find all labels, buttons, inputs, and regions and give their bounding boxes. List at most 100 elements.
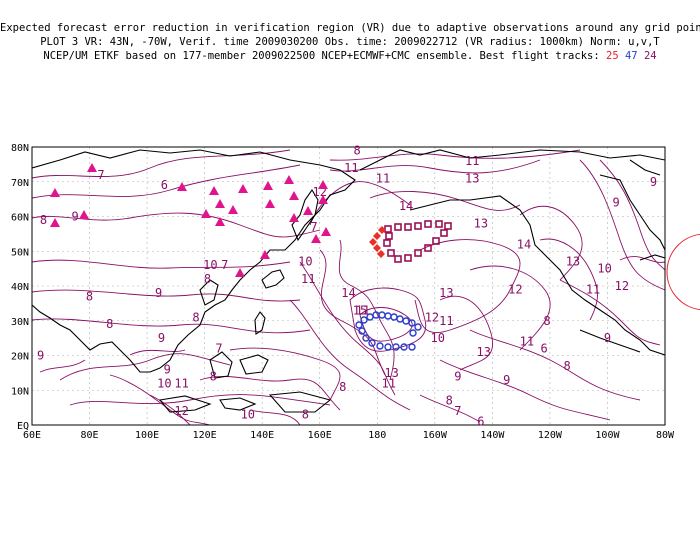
contour-label: 11 [344,161,358,175]
triangle-marker [235,268,245,277]
contour-label: 6 [161,178,168,192]
contour-label: 11 [376,171,390,185]
contour-label: 9 [155,286,162,300]
contour-label: 10 [597,262,611,276]
contour-label: 9 [650,175,657,189]
contour-label: 11 [439,314,453,328]
lat-tick-label: 40N [11,282,29,293]
title-line-3: NCEP/UM ETKF based on 177-member 2009022… [0,50,700,62]
contour-label: 13 [566,255,580,269]
contour-label: 7 [310,220,317,234]
contour-label: 8 [106,317,113,331]
flight-track-24 [383,220,452,263]
triangle-marker [318,180,328,189]
triangle-marker [260,250,270,259]
triangle-marker [50,218,60,227]
triangle-marker [79,210,89,219]
lon-tick-label: 180 [368,430,386,441]
title-line-3-prefix: NCEP/UM ETKF based on 177-member 2009022… [43,50,600,62]
contour-label: 11 [356,303,370,317]
contour-label: 12 [174,404,188,418]
contour-label: 12 [615,279,629,293]
contour-label: 12 [425,310,439,324]
triangle-marker [201,209,211,218]
contour-label: 9 [72,210,79,224]
contour-label: 8 [204,272,211,286]
contour-lines [32,149,665,425]
contour-label: 8 [446,394,453,408]
contour-label: 8 [86,289,93,303]
contour-label: 9 [454,369,461,383]
contour-label: 6 [477,415,484,429]
contour-label: 9 [612,196,619,210]
coastlines [32,149,665,413]
contour-label: 9 [158,331,165,345]
contour-label: 9 [164,362,171,376]
triangle-marker [177,182,187,191]
triangle-marker [87,163,97,172]
title-line-1: Expected forecast error reduction in ver… [0,22,700,34]
lon-tick-label: 140W [480,430,505,441]
lon-tick-label: 100W [595,430,620,441]
contour-label: 8 [543,314,550,328]
contour-label: 8 [354,143,361,157]
lon-tick-label: 60E [23,430,41,441]
lat-tick-label: 70N [11,178,29,189]
lat-tick-label: 10N [11,386,29,397]
lon-tick-label: 80E [81,430,99,441]
lat-lon-grid [32,147,665,425]
contour-label: 11 [174,376,188,390]
triangle-marker [303,206,313,215]
title-line-2: PLOT 3 VR: 43N, -70W, Verif. time 200903… [40,36,660,48]
triangle-marker [289,191,299,200]
contour-label: 11 [586,282,600,296]
triangle-marker [321,227,331,236]
triangle-marker [50,188,60,197]
contour-label: 13 [474,216,488,230]
contour-label: 8 [40,213,47,227]
contour-label: 8 [302,408,309,422]
contour-label: 10 [203,258,217,272]
triangle-marker [228,205,238,214]
triangle-marker [263,181,273,190]
lat-tick-label: 20N [11,352,29,363]
lat-tick-label: 80N [11,143,29,154]
contour-label: 8 [192,310,199,324]
flight-track-47 [355,311,422,351]
contour-label: 11 [520,335,534,349]
verification-region-circle [666,233,700,311]
contour-label: 13 [439,286,453,300]
flight-track-25 [369,226,386,258]
triangle-marker [215,199,225,208]
triangle-marker [238,184,248,193]
contour-label: 7 [454,404,461,418]
contour-label: 12 [508,282,522,296]
lat-tick-label: 50N [11,247,29,258]
contour-label: 10 [298,255,312,269]
map-frame [31,146,666,426]
triangle-marker [209,186,219,195]
contour-label: 14 [517,237,531,251]
triangle-marker [289,213,299,222]
contour-label: 9 [503,373,510,387]
contour-label: 13 [465,171,479,185]
track-label-47: 47 [624,50,638,62]
contour-label: 11 [465,154,479,168]
contour-label: 7 [215,342,222,356]
lon-tick-label: 140E [250,430,274,441]
triangle-marker [265,199,275,208]
contour-label: 11 [382,376,396,390]
contour-label: 10 [430,331,444,345]
contour-label: 8 [339,380,346,394]
triangle-marker [215,217,225,226]
contour-label: 13 [477,345,491,359]
lon-tick-label: 120W [538,430,563,441]
contour-label: 7 [97,168,104,182]
contour-label: 13 [384,366,398,380]
contour-label: 11 [301,272,315,286]
lon-tick-label: 120E [193,430,217,441]
